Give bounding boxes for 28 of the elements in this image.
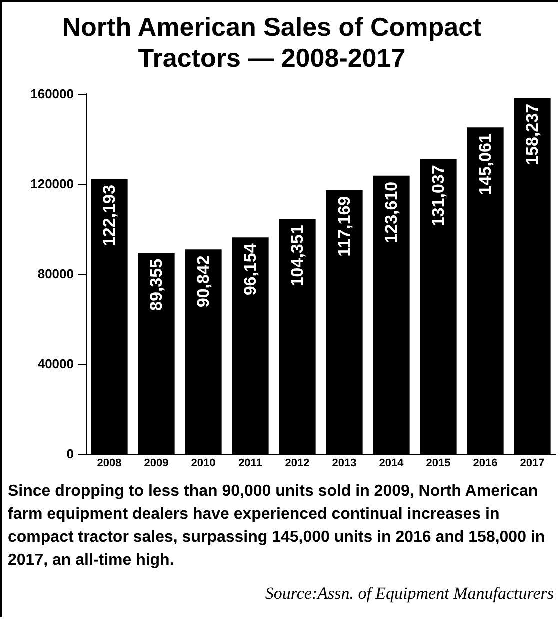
data-label: 89,355 [147,258,166,311]
x-tick-label: 2012 [285,458,310,470]
data-label: 90,842 [194,256,213,308]
x-tick-label: 2011 [238,458,262,470]
text: Since dropping to less than 90,000 units sold in 2009, North American farm equipment dealers have experienced continual increases in compact tractor sales, surpassing 145,000 units in 2016 and 158,000 in 2017, an all-time high. [8,482,546,571]
y-tick-label: 40000 [38,356,74,372]
x-tick-label: 2013 [332,458,357,470]
data-label: 145,061 [476,134,495,196]
chart-title: North American Sales of Compact Tractors — 2008-2017 [62,12,482,74]
x-tick-label: 2017 [520,458,545,470]
data-label: 131,037 [429,165,448,227]
y-tick-label: 80000 [38,266,74,282]
source-note: Source:Assn. of Equipment Manufacturers [265,584,554,604]
x-tick-label: 2015 [426,458,451,470]
data-label: 123,610 [382,182,401,244]
data-label: 117,169 [335,196,354,257]
data-label: 96,154 [241,243,260,296]
x-tick-label: 2016 [473,458,498,470]
x-tick-label: 2010 [191,458,216,470]
data-label: 104,351 [288,225,307,287]
data-label: 158,237 [523,104,542,166]
y-tick-label: 0 [66,446,74,462]
x-tick-label: 2009 [144,458,169,470]
x-tick-label: 2014 [379,458,405,470]
x-tick-label: 2008 [97,458,122,470]
data-label: 122,193 [100,185,119,247]
y-tick-label: 160000 [30,86,74,102]
y-tick-label: 120000 [30,176,74,192]
